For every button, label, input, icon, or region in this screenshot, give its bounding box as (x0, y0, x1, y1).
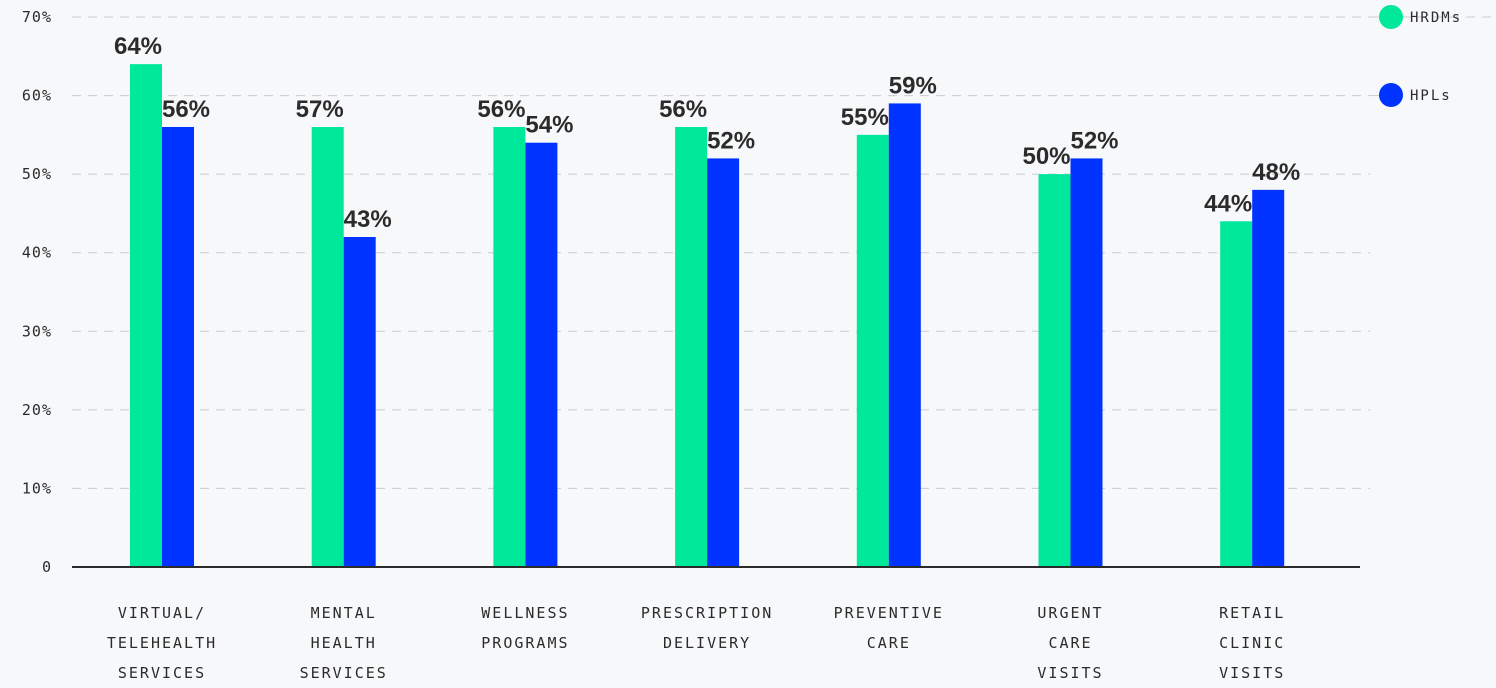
legend-label: HRDMs (1410, 10, 1462, 26)
y-tick-label: 60% (22, 87, 52, 105)
x-tick-label: MENTAL (311, 604, 377, 622)
data-label: 52% (707, 127, 755, 154)
legend-marker-hrdms (1379, 5, 1403, 29)
bar-hpls-4 (888, 103, 921, 567)
x-tick-label: WELLNESS (481, 604, 569, 622)
bar-hrdms-4 (856, 134, 889, 567)
bar-hpls-2 (525, 142, 558, 567)
y-tick-label: 10% (22, 479, 52, 497)
data-label: 54% (525, 112, 573, 139)
y-tick-label: 40% (22, 244, 52, 262)
x-tick-label: HEALTH (311, 634, 377, 652)
bar-hrdms-3 (675, 127, 708, 567)
data-label: 56% (477, 96, 525, 123)
x-tick-label: VISITS (1219, 664, 1285, 682)
y-tick-label: 20% (22, 401, 52, 419)
x-tick-label: RETAIL (1219, 604, 1285, 622)
bar-hrdms-0 (130, 64, 162, 568)
x-tick-label: PROGRAMS (481, 634, 569, 652)
y-tick-label: 0 (42, 558, 52, 576)
bar-hpls-5 (1070, 158, 1103, 567)
y-tick-label: 30% (22, 322, 52, 340)
data-label: 59% (889, 72, 937, 99)
bar-hrdms-6 (1220, 221, 1253, 568)
data-label: 56% (162, 96, 210, 123)
legend-marker-hpls (1379, 83, 1403, 107)
bar-hrdms-1 (311, 127, 344, 567)
x-tick-label: VIRTUAL/ (118, 604, 206, 622)
data-label: 64% (114, 33, 162, 60)
bar-hpls-3 (707, 158, 740, 567)
data-label: 55% (841, 104, 889, 131)
bar-hpls-1 (343, 237, 376, 567)
data-label: 56% (659, 96, 707, 123)
x-tick-label: URGENT (1037, 604, 1103, 622)
x-tick-label: PREVENTIVE (834, 604, 944, 622)
data-label: 43% (344, 206, 392, 233)
legend-label: HPLs (1410, 88, 1452, 104)
data-label: 57% (296, 96, 344, 123)
data-label: 50% (1022, 143, 1070, 170)
x-tick-label: VISITS (1037, 664, 1103, 682)
data-label: 48% (1252, 159, 1300, 186)
x-tick-label: TELEHEALTH (107, 634, 217, 652)
bar-hrdms-5 (1038, 174, 1071, 567)
data-label: 44% (1204, 190, 1252, 217)
x-tick-label: CARE (1048, 634, 1092, 652)
data-label: 52% (1070, 127, 1118, 154)
bar-hpls-0 (162, 127, 194, 567)
x-tick-label: SERVICES (118, 664, 206, 682)
bar-hpls-6 (1252, 189, 1285, 567)
x-tick-label: DELIVERY (663, 634, 751, 652)
y-tick-label: 50% (22, 165, 52, 183)
bar-hrdms-2 (493, 127, 526, 567)
x-tick-label: CARE (867, 634, 911, 652)
x-tick-label: SERVICES (300, 664, 388, 682)
x-tick-label: PRESCRIPTION (641, 604, 773, 622)
x-tick-label: CLINIC (1219, 634, 1285, 652)
y-tick-label: 70% (22, 8, 52, 26)
